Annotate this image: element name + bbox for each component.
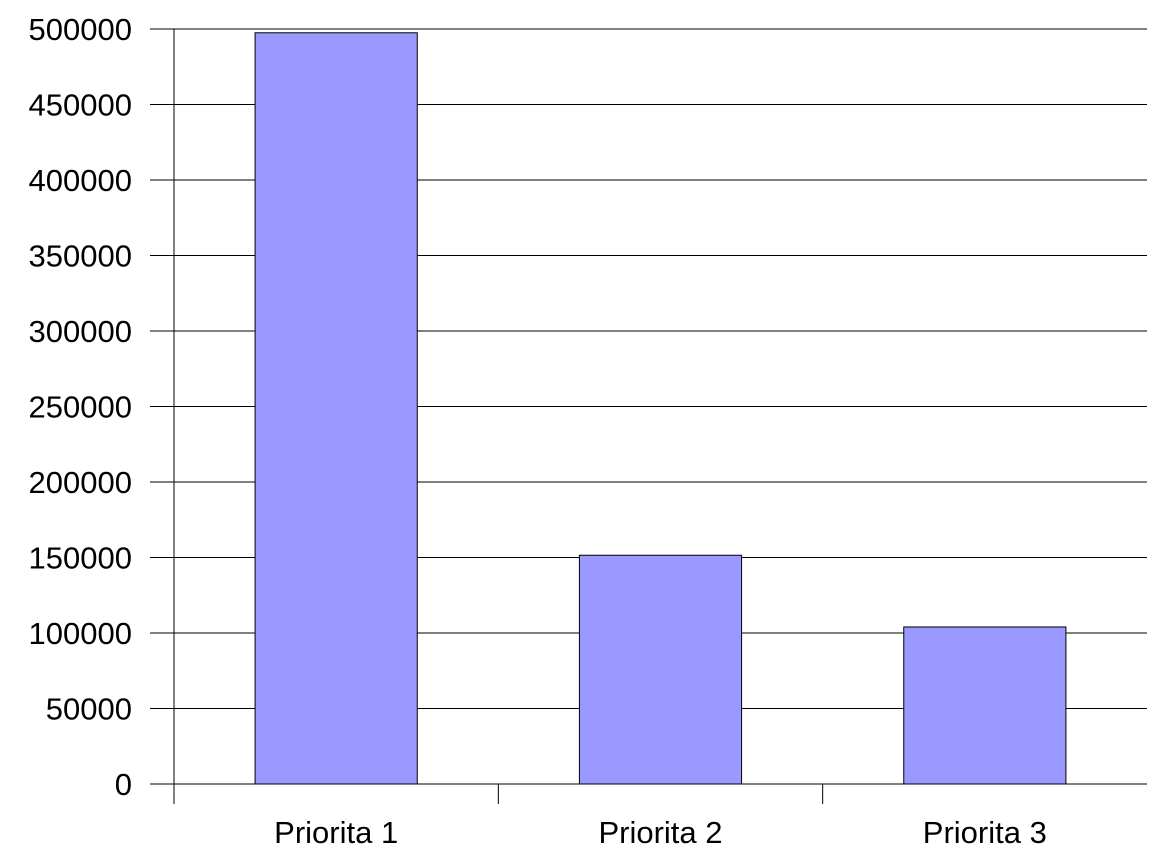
y-tick-label: 250000 [29, 390, 132, 425]
x-tick-label: Priorita 2 [598, 815, 722, 850]
y-tick-label: 500000 [29, 12, 132, 47]
x-tick-label: Priorita 1 [274, 815, 398, 850]
bar [578, 554, 743, 785]
y-tick-label: 200000 [29, 465, 132, 500]
y-tick-label: 50000 [46, 692, 132, 727]
y-tick-label: 350000 [29, 239, 132, 274]
y-tick-label: 150000 [29, 541, 132, 576]
y-tick-label: 0 [115, 767, 132, 802]
bars [254, 32, 1067, 785]
bar [254, 32, 418, 785]
y-tick-label: 400000 [29, 163, 132, 198]
y-tick-labels: 0 50000 100000 150000 200000 250000 300000 3500… [29, 12, 132, 802]
x-tick-label: Priorita 3 [923, 815, 1047, 850]
bar [903, 626, 1067, 785]
y-tick-label: 300000 [29, 314, 132, 349]
axes [150, 28, 1147, 804]
y-tick-label: 100000 [29, 616, 132, 651]
y-tick-label: 450000 [29, 88, 132, 123]
x-tick-labels: Priorita 1 Priorita 2 Priorita 3 [274, 815, 1047, 850]
